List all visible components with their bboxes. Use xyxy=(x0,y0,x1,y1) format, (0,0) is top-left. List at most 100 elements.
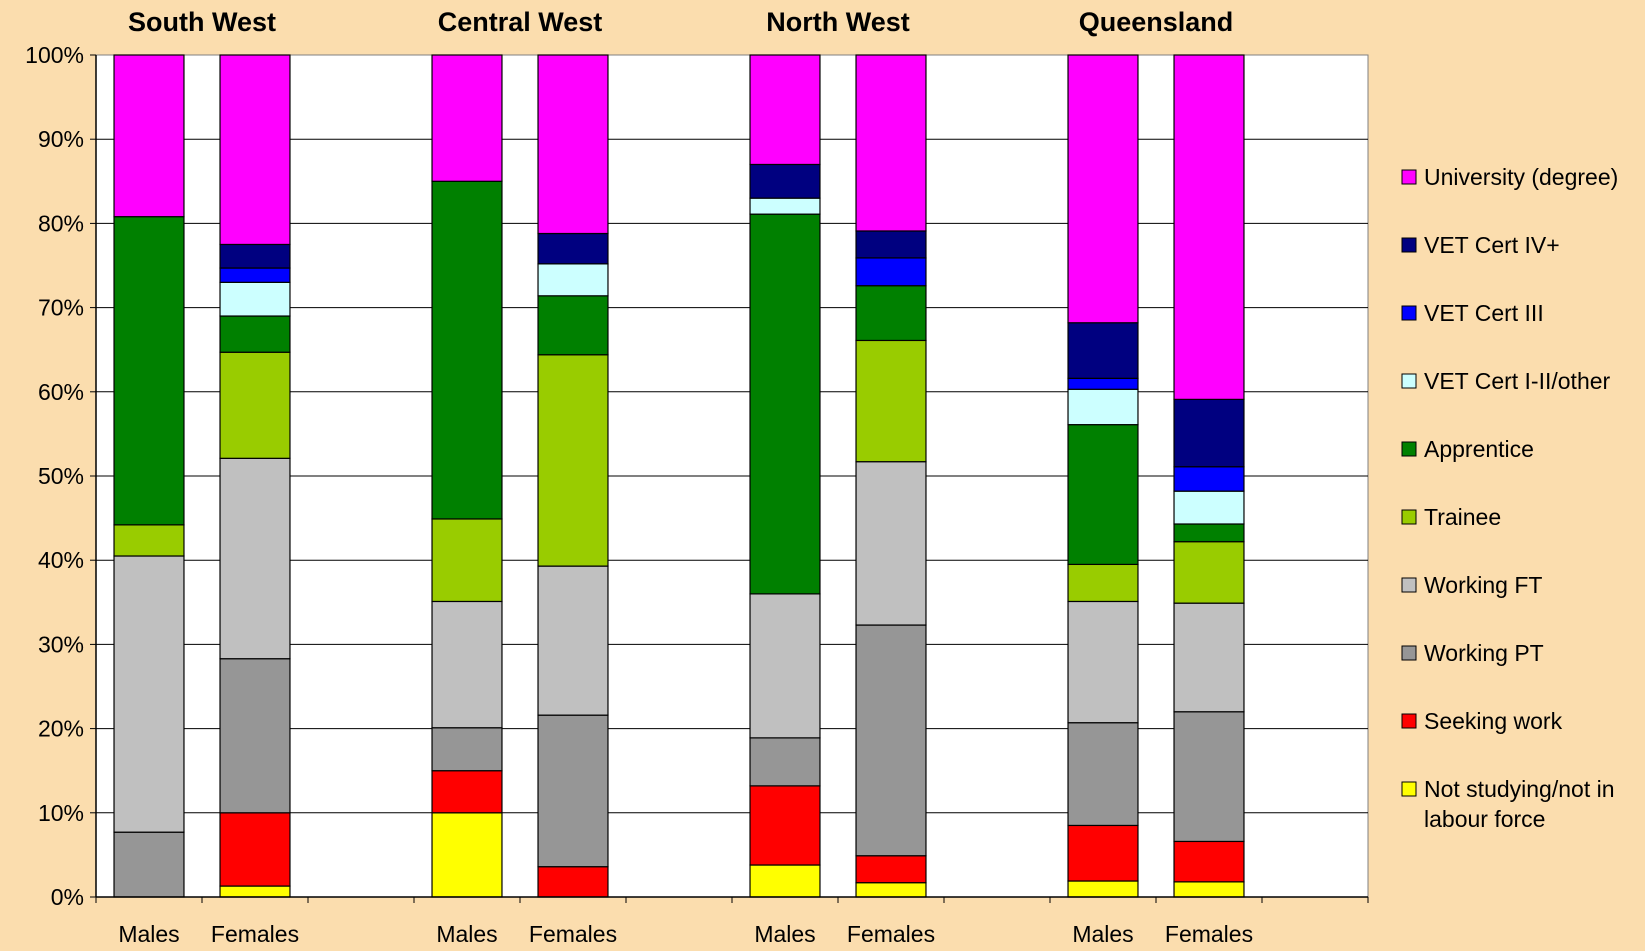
bar-segment xyxy=(1173,398,1245,468)
legend-swatch xyxy=(1401,305,1417,321)
y-tick-label: 40% xyxy=(38,547,84,573)
bar-segment xyxy=(855,230,927,259)
bar-segment xyxy=(1067,388,1139,426)
bar-segment xyxy=(749,163,821,199)
bar-segment xyxy=(537,295,609,356)
x-tick-label: Males xyxy=(754,921,815,946)
legend-swatch xyxy=(1401,645,1417,661)
group-title: South West xyxy=(128,7,276,37)
bar-segment xyxy=(855,257,927,287)
bar-segment xyxy=(113,555,185,833)
bar-segment xyxy=(1173,541,1245,604)
legend-label: VET Cert III xyxy=(1424,300,1544,326)
bar-segment xyxy=(113,524,185,557)
y-tick-label: 70% xyxy=(38,295,84,321)
bar-segment xyxy=(113,54,185,218)
x-tick-label: Males xyxy=(436,921,497,946)
bar-segment xyxy=(431,180,503,520)
bar-segment xyxy=(219,658,291,814)
bar-segment xyxy=(855,624,927,857)
bar-segment xyxy=(855,285,927,342)
bar-segment xyxy=(749,864,821,898)
bar-segment xyxy=(855,339,927,463)
x-tick-label: Females xyxy=(211,921,299,946)
bar-segment xyxy=(431,812,503,898)
y-tick-label: 20% xyxy=(38,716,84,742)
legend-label: Working FT xyxy=(1424,572,1542,598)
bar-segment xyxy=(1067,563,1139,603)
bar-segment xyxy=(1067,722,1139,827)
bar-segment xyxy=(749,197,821,215)
legend-swatch xyxy=(1401,441,1417,457)
x-tick-label: Males xyxy=(118,921,179,946)
bar-segment xyxy=(219,243,291,269)
bar-segment xyxy=(1173,840,1245,883)
bar-segment xyxy=(537,354,609,567)
bar-segment xyxy=(855,54,927,232)
legend-label: VET Cert I-II/other xyxy=(1424,368,1611,394)
y-tick-label: 80% xyxy=(38,210,84,236)
bar-segment xyxy=(1173,602,1245,713)
x-tick-label: Females xyxy=(529,921,617,946)
x-tick-label: Females xyxy=(1165,921,1253,946)
bar-segment xyxy=(1067,824,1139,882)
bar-segment xyxy=(1173,711,1245,843)
bar-segment xyxy=(1067,880,1139,898)
bar-segment xyxy=(855,461,927,626)
gridlines xyxy=(96,138,1368,814)
legend-label: Seeking work xyxy=(1424,708,1563,734)
bar-segment xyxy=(1067,322,1139,379)
legend-swatch xyxy=(1401,237,1417,253)
legend-label: VET Cert IV+ xyxy=(1424,232,1560,258)
bars xyxy=(113,54,1245,898)
bar-segment xyxy=(749,54,821,166)
legend-label: Working PT xyxy=(1424,640,1544,666)
y-tick-label: 10% xyxy=(38,800,84,826)
legend-swatch xyxy=(1401,373,1417,389)
labels: South West Males Females Central West Males F… xyxy=(118,7,1253,947)
bar-segment xyxy=(855,855,927,884)
y-tick-label: 50% xyxy=(38,463,84,489)
bar-segment xyxy=(219,351,291,459)
bar-segment xyxy=(1173,881,1245,898)
x-tick-label: Females xyxy=(847,921,935,946)
bar-segment xyxy=(219,885,291,898)
bar-segment xyxy=(1173,523,1245,543)
bar-segment xyxy=(431,600,503,729)
legend: University (degree) VET Cert IV+ VET Cert … xyxy=(1401,164,1618,832)
bar-segment xyxy=(219,54,291,246)
bar-segment xyxy=(431,770,503,814)
y-tick-label: 90% xyxy=(38,126,84,152)
bar-segment xyxy=(219,281,291,317)
bar-segment xyxy=(749,737,821,787)
bar-segment xyxy=(537,263,609,297)
bar-segment xyxy=(537,714,609,868)
legend-swatch xyxy=(1401,713,1417,729)
bar-segment xyxy=(431,727,503,772)
bar-segment xyxy=(1067,424,1139,566)
bar-segment xyxy=(749,213,821,595)
bar-segment xyxy=(219,267,291,283)
legend-swatch xyxy=(1401,781,1417,797)
y-tick-label: 60% xyxy=(38,379,84,405)
x-tick-label: Males xyxy=(1072,921,1133,946)
bar-segment xyxy=(537,866,609,898)
legend-label: Trainee xyxy=(1424,504,1501,530)
bar-segment xyxy=(431,518,503,603)
legend-swatch xyxy=(1401,509,1417,525)
bar-segment xyxy=(113,216,185,526)
bar-segment xyxy=(537,232,609,265)
bar-segment xyxy=(219,315,291,353)
group-title: North West xyxy=(766,7,910,37)
bar-segment xyxy=(431,54,503,182)
bar-segment xyxy=(1173,54,1245,400)
legend-swatch xyxy=(1401,577,1417,593)
bar-segment xyxy=(1173,490,1245,525)
legend-label: Apprentice xyxy=(1424,436,1534,462)
bar-segment xyxy=(537,565,609,716)
legend-swatch xyxy=(1401,169,1417,185)
legend-label: University (degree) xyxy=(1424,164,1618,190)
bar-segment xyxy=(537,54,609,235)
